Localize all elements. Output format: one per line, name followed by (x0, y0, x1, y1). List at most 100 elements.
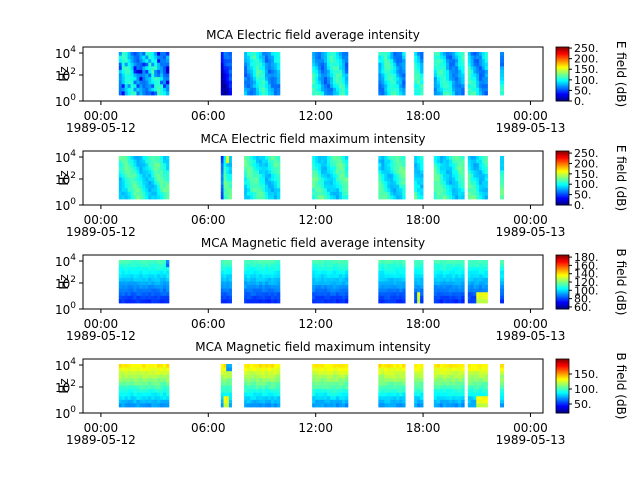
x-tick-label: 06:00 (191, 421, 226, 435)
colorbar-tick-label: 180. (574, 251, 599, 264)
colorbar-tick-label: 100. (574, 383, 599, 396)
y-axis-label: Hz (57, 378, 71, 393)
y-tick-label: 100 (55, 405, 76, 421)
data-block (467, 156, 488, 200)
data-block (467, 52, 488, 96)
x-tick-label: 00:00 (513, 317, 548, 331)
data-block (414, 156, 424, 200)
panel-title: MCA Magnetic field average intensity (201, 236, 425, 250)
data-block (118, 260, 170, 304)
spectrogram-panel-1: MCA Electric field average intensityHz10… (55, 28, 628, 135)
data-block (433, 156, 465, 200)
colorbar: 250.200.150.100.50.0. E field (dB) (555, 145, 628, 212)
colorbar: 150. 100. 50. B field (dB) (555, 353, 628, 419)
x-tick-label: 18:00 (406, 421, 441, 435)
plot-frame (82, 358, 544, 414)
colorbar-frame (555, 150, 570, 206)
x-tick-label: 06:00 (191, 317, 226, 331)
x-tick-date-label: 1989-05-12 (66, 225, 136, 239)
colorbar-tick-label: 50. (574, 189, 592, 202)
x-tick-date-label: 1989-05-13 (496, 121, 566, 135)
x-tick-label: 12:00 (298, 109, 333, 123)
y-axis-label: Hz (57, 274, 71, 289)
y-tick-label: 102 (55, 67, 76, 83)
y-tick-label: 100 (55, 301, 76, 317)
data-block (378, 364, 406, 408)
data-block (312, 364, 349, 408)
colorbar-tick-label: 100. (574, 74, 599, 87)
x-tick-date-label: 1989-05-13 (496, 433, 566, 447)
colorbar-label: E field (dB) (614, 41, 628, 107)
data-block (467, 364, 488, 408)
x-tick-label: 18:00 (406, 109, 441, 123)
y-tick-label: 104 (55, 45, 76, 61)
data-block (220, 52, 232, 96)
colorbar-tick-label: 100. (574, 178, 599, 191)
x-tick-label: 00:00 (513, 421, 548, 435)
colorbar-tick-label: 150. (574, 368, 599, 381)
colorbar-tick-label: 120. (574, 276, 599, 289)
data-block (433, 52, 465, 96)
colorbar-tick-label: 250. (574, 42, 599, 55)
x-tick-label: 12:00 (298, 213, 333, 227)
x-tick-label: 12:00 (298, 317, 333, 331)
colorbar-tick-label: 150. (574, 168, 599, 181)
data-block (433, 260, 465, 304)
data-block (244, 156, 281, 200)
data-block (244, 260, 281, 304)
colorbar-tick-label: 200. (574, 53, 599, 66)
x-tick-label: 18:00 (406, 317, 441, 331)
x-tick-date-label: 1989-05-13 (496, 329, 566, 343)
y-tick-label: 102 (55, 379, 76, 395)
y-axis-label: Hz (57, 170, 71, 185)
colorbar-tick-label: 150. (574, 63, 599, 76)
x-tick-label: 00:00 (513, 109, 548, 123)
spectrogram-panel-3: MCA Magnetic field average intensity Hz 10… (55, 236, 628, 343)
data-block (312, 52, 349, 96)
y-tick-label: 104 (55, 149, 76, 165)
x-tick-label: 06:00 (191, 109, 226, 123)
colorbar-tick-label: 200. (574, 157, 599, 170)
colorbar-tick-label: 0. (574, 199, 585, 212)
colorbar-tick-label: 160. (574, 259, 599, 272)
colorbar-tick-label: 100. (574, 284, 599, 297)
plot-frame (82, 150, 544, 206)
colorbar-tick-label: 250. (574, 147, 599, 160)
x-tick-label: 00:00 (84, 317, 119, 331)
data-block (500, 52, 505, 96)
x-tick-date-label: 1989-05-13 (496, 225, 566, 239)
data-block (378, 156, 406, 200)
panel-title: MCA Magnetic field maximum intensity (195, 340, 431, 354)
spectrogram-panel-4: MCA Magnetic field maximum intensityHz10… (55, 340, 628, 447)
plot-frame (82, 46, 544, 102)
colorbar-tick-label: 140. (574, 268, 599, 281)
x-tick-label: 12:00 (298, 421, 333, 435)
spectrogram-panel-2: MCA Electric field maximum intensityHz10… (55, 132, 628, 239)
x-tick-date-label: 1989-05-12 (66, 433, 136, 447)
colorbar-tick-label: 0. (574, 95, 585, 108)
data-block (414, 260, 424, 304)
colorbar-label: B field (dB) (614, 249, 628, 316)
y-tick-label: 102 (55, 171, 76, 187)
y-tick-label: 100 (55, 197, 76, 213)
data-block (220, 260, 232, 304)
data-block (220, 156, 232, 200)
panel-title: MCA Electric field average intensity (206, 28, 420, 42)
data-block (500, 260, 505, 304)
x-tick-label: 00:00 (84, 109, 119, 123)
colorbar-tick-label: 60. (574, 301, 592, 314)
x-tick-label: 18:00 (406, 213, 441, 227)
data-block (378, 260, 406, 304)
colorbar-label: E field (dB) (614, 145, 628, 211)
y-tick-label: 104 (55, 357, 76, 373)
data-block (220, 364, 232, 408)
x-tick-label: 00:00 (513, 213, 548, 227)
colorbar: 180.160.140.120.100.80.60. B field (dB) (555, 249, 628, 316)
data-block (118, 364, 170, 408)
data-block (433, 364, 465, 408)
data-block (312, 260, 349, 304)
x-tick-label: 00:00 (84, 213, 119, 227)
x-tick-date-label: 1989-05-12 (66, 329, 136, 343)
colorbar-tick-label: 50. (574, 398, 592, 411)
